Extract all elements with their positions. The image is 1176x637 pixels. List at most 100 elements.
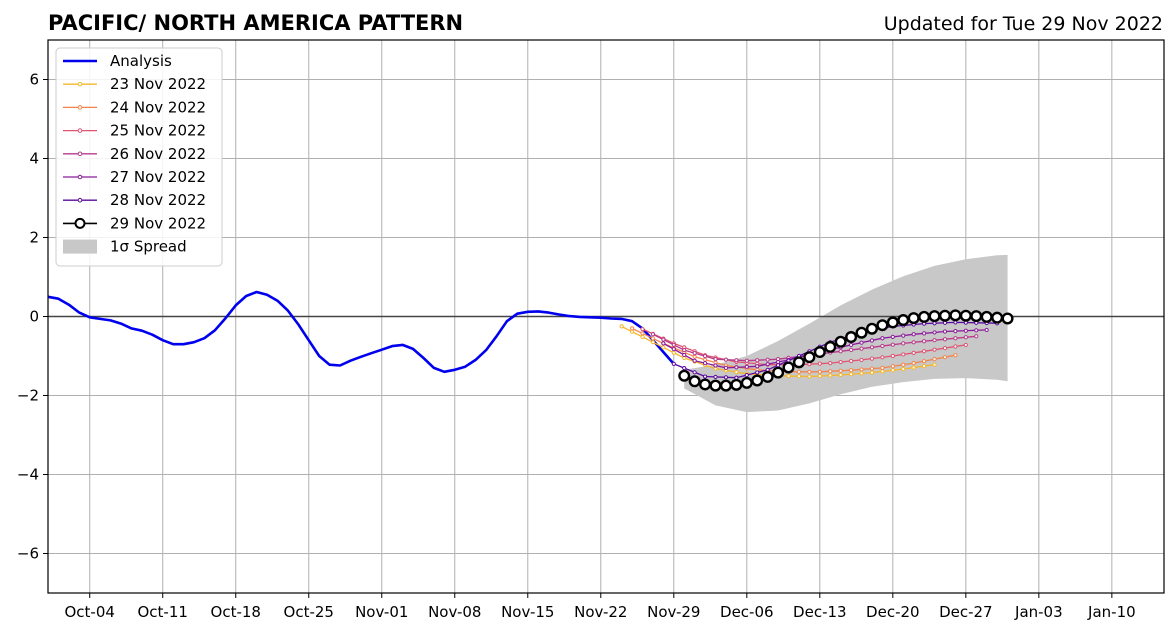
y-tick-label: −4 — [17, 466, 39, 484]
forecast-point — [859, 367, 864, 372]
forecast-point — [880, 369, 885, 374]
forecast-point — [796, 374, 802, 379]
forecast-point — [963, 335, 968, 340]
current-forecast-point — [730, 378, 743, 391]
forecast-point — [942, 355, 948, 360]
forecast-point — [702, 374, 708, 379]
legend-label-forecast: 26 Nov 2022 — [110, 145, 206, 163]
forecast-point — [713, 357, 718, 362]
forecast-point — [901, 333, 906, 338]
y-tick-label: 0 — [29, 308, 39, 326]
forecast-point — [942, 346, 948, 351]
legend: Analysis 23 Nov 2022 24 Nov 2022 25 Nov 202… — [55, 47, 223, 267]
forecast-point — [880, 355, 885, 360]
forecast-point — [713, 374, 718, 380]
x-tick-label: Nov-08 — [428, 603, 481, 621]
x-tick-label: Nov-22 — [574, 603, 627, 621]
forecast-point — [734, 365, 739, 370]
forecast-point — [849, 368, 854, 373]
forecast-point — [869, 338, 875, 343]
forecast-point — [942, 337, 948, 342]
current-forecast-point — [970, 310, 983, 323]
forecast-point — [702, 361, 708, 366]
series-layer — [47, 290, 1014, 392]
forecast-point — [901, 362, 906, 367]
forecast-point — [671, 342, 676, 347]
current-forecast-point — [824, 340, 837, 353]
y-tick-label: 4 — [29, 150, 39, 168]
current-forecast-point — [772, 366, 785, 379]
current-forecast-point — [886, 316, 899, 329]
legend-marker-forecast — [77, 105, 83, 110]
x-tick-label: Jan-03 — [1014, 603, 1063, 621]
forecast-point — [671, 347, 676, 352]
forecast-point — [901, 366, 906, 372]
x-tick-label: Oct-18 — [211, 603, 261, 621]
legend-marker-forecast — [77, 128, 83, 133]
current-forecast-point — [688, 375, 701, 388]
current-forecast-point — [855, 326, 868, 339]
forecast-point — [807, 374, 812, 379]
current-forecast-point — [792, 356, 805, 369]
legend-label-forecast: 27 Nov 2022 — [110, 168, 206, 186]
chart-subtitle: Updated for Tue 29 Nov 2022 — [884, 13, 1163, 35]
forecast-point — [661, 345, 666, 350]
legend-box — [55, 47, 223, 267]
y-tick-label: 2 — [29, 229, 39, 247]
chart-title: PACIFIC/ NORTH AMERICA PATTERN — [48, 11, 463, 35]
current-forecast-point — [938, 309, 951, 322]
legend-label-forecast: 24 Nov 2022 — [110, 98, 206, 116]
forecast-point — [661, 337, 666, 342]
forecast-point — [765, 357, 770, 362]
forecast-point — [838, 372, 843, 378]
forecast-point — [807, 369, 812, 374]
forecast-point — [692, 351, 697, 356]
forecast-point — [671, 350, 676, 355]
current-forecast-point — [928, 310, 941, 323]
forecast-point — [932, 357, 937, 362]
forecast-point — [922, 359, 927, 364]
forecast-point — [869, 345, 875, 350]
forecast-point — [629, 326, 635, 331]
legend-label-analysis: Analysis — [110, 52, 172, 70]
forecast-point — [859, 346, 864, 351]
forecast-point — [859, 371, 864, 376]
x-tick-label: Nov-29 — [647, 603, 700, 621]
legend-label-forecast: 25 Nov 2022 — [110, 122, 206, 140]
forecast-point — [869, 370, 875, 375]
forecast-point — [911, 361, 916, 366]
legend-marker-current — [74, 217, 86, 229]
forecast-point — [671, 361, 676, 366]
forecast-point — [723, 357, 729, 362]
forecast-point — [734, 358, 739, 363]
forecast-point — [650, 332, 656, 337]
x-tick-label: Oct-25 — [284, 603, 334, 621]
current-forecast-point — [803, 351, 816, 364]
forecast-point — [650, 336, 656, 341]
forecast-point — [692, 358, 697, 363]
x-tick-label: Jan-10 — [1087, 603, 1136, 621]
forecast-point — [702, 357, 708, 362]
current-forecast-point — [740, 376, 753, 389]
y-tick-label: 6 — [29, 71, 39, 89]
forecast-point — [922, 331, 927, 336]
y-axis: −6 −4 −2 0 2 4 6 — [17, 71, 48, 563]
forecast-point — [880, 365, 885, 370]
forecast-point — [953, 353, 958, 358]
current-forecast-point — [907, 312, 920, 325]
current-forecast-point — [1001, 312, 1014, 325]
forecast-point — [932, 362, 937, 367]
forecast-point — [890, 353, 895, 359]
forecast-point — [692, 370, 697, 375]
forecast-point — [974, 334, 979, 339]
forecast-point — [942, 329, 948, 334]
forecast-point — [682, 347, 687, 353]
current-forecast-point — [980, 310, 993, 323]
current-forecast-point — [845, 331, 858, 344]
current-forecast-point — [699, 378, 712, 391]
forecast-point — [911, 365, 916, 370]
forecast-point — [922, 339, 927, 344]
forecast-point — [723, 375, 729, 380]
x-axis: Oct-04 Oct-11 Oct-18 Oct-25 Nov-01 Nov-08 Nov-… — [65, 593, 1136, 621]
